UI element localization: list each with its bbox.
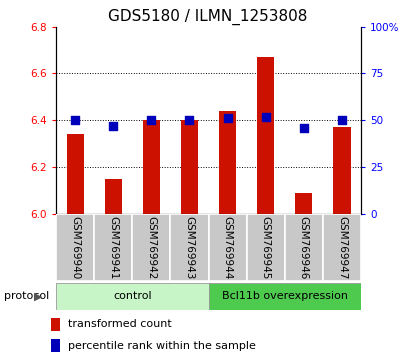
Bar	[333, 127, 351, 214]
Point	[224, 116, 231, 121]
Text: percentile rank within the sample: percentile rank within the sample	[68, 341, 256, 350]
Text: GSM769940: GSM769940	[70, 216, 80, 279]
FancyBboxPatch shape	[323, 214, 361, 281]
Text: ▶: ▶	[34, 291, 43, 302]
Point	[72, 118, 78, 123]
Point	[110, 123, 117, 129]
Text: GSM769943: GSM769943	[185, 216, 195, 280]
FancyBboxPatch shape	[209, 214, 247, 281]
FancyBboxPatch shape	[56, 283, 209, 310]
Text: GSM769941: GSM769941	[108, 216, 118, 280]
FancyBboxPatch shape	[209, 283, 361, 310]
FancyBboxPatch shape	[285, 214, 323, 281]
Bar	[51, 318, 60, 331]
Text: Bcl11b overexpression: Bcl11b overexpression	[222, 291, 348, 302]
Bar	[219, 111, 236, 214]
Text: transformed count: transformed count	[68, 319, 172, 330]
Bar	[181, 120, 198, 214]
Point	[262, 114, 269, 119]
Text: GSM769947: GSM769947	[337, 216, 347, 280]
FancyBboxPatch shape	[94, 214, 132, 281]
Bar	[143, 120, 160, 214]
Text: GSM769944: GSM769944	[222, 216, 232, 280]
Bar	[105, 179, 122, 214]
Bar	[257, 57, 274, 214]
Text: control: control	[113, 291, 151, 302]
Text: GDS5180 / ILMN_1253808: GDS5180 / ILMN_1253808	[108, 9, 307, 25]
FancyBboxPatch shape	[171, 214, 209, 281]
Text: GSM769942: GSM769942	[146, 216, 156, 280]
Text: GSM769945: GSM769945	[261, 216, 271, 280]
Text: protocol: protocol	[4, 291, 49, 302]
FancyBboxPatch shape	[56, 214, 94, 281]
Bar	[51, 339, 60, 352]
FancyBboxPatch shape	[132, 214, 171, 281]
Point	[148, 118, 155, 123]
Point	[186, 118, 193, 123]
Text: GSM769946: GSM769946	[299, 216, 309, 280]
Bar	[295, 193, 312, 214]
Bar	[66, 135, 84, 214]
FancyBboxPatch shape	[247, 214, 285, 281]
Point	[339, 118, 345, 123]
Point	[300, 125, 307, 131]
